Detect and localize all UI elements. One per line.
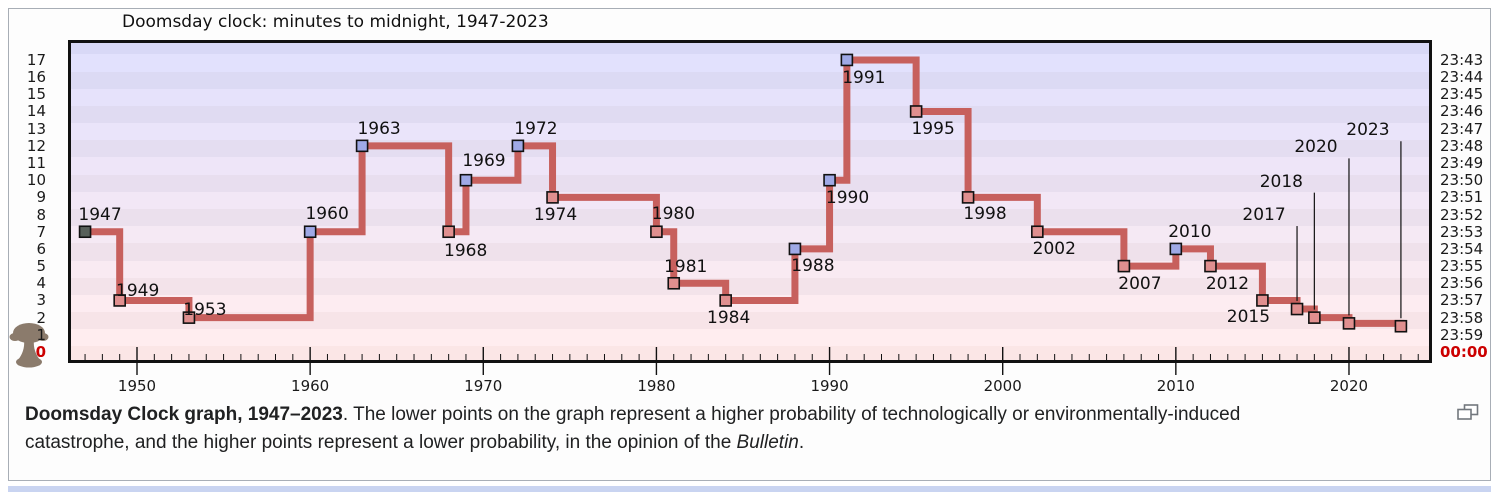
y-axis-left-label: 3 [36,291,46,310]
x-axis-label-1950: 1950 [117,377,157,395]
y-axis-left-label: 5 [36,257,46,276]
background-band [71,174,1429,193]
y-axis-right-label: 23:46 [1440,102,1484,121]
background-band [71,208,1429,227]
background-band [71,346,1429,360]
y-axis-left-label: 16 [26,68,46,87]
y-axis-left-label: 1 [36,325,46,344]
year-label-1968: 1968 [444,240,488,261]
y-axis-right-label: 23:51 [1440,188,1484,207]
background-band [71,71,1429,90]
year-label-1949: 1949 [116,281,160,302]
y-axis-right-label: 23:43 [1440,50,1484,69]
background-band [71,123,1429,141]
y-axis-right-label: 23:59 [1440,325,1484,344]
y-axis-left-label: 14 [26,102,46,121]
y-axis-right-label: 23:47 [1440,119,1484,138]
y-axis-right-label: 23:54 [1440,239,1484,258]
y-axis-left-label: 10 [26,171,46,190]
y-axis-left-label: 0 [35,343,46,361]
year-label-2017: 2017 [1242,205,1286,226]
y-axis-right-label: 00:00 [1440,343,1488,361]
y-axis-left-label: 12 [26,136,46,155]
x-axis-label-1990: 1990 [810,377,849,395]
y-axis-right-label: 23:44 [1440,68,1484,87]
y-axis-right-label: 23:52 [1440,205,1484,224]
year-label-1953: 1953 [183,299,227,320]
y-axis-left-label: 9 [36,188,46,207]
background-band [71,243,1429,262]
y-axis-left-label: 8 [36,205,46,224]
y-axis-right-label: 23:49 [1440,154,1484,173]
y-axis-right-label: 23:45 [1440,85,1484,104]
x-axis-label-1970: 1970 [464,377,503,395]
background-band [71,43,1429,55]
year-label-1990: 1990 [825,188,870,209]
background-band [71,88,1429,107]
y-axis-left-label: 7 [36,222,46,241]
y-axis-right-label: 23:58 [1440,308,1484,327]
y-axis-left-label: 13 [26,119,46,138]
background-band [71,54,1429,73]
navbox-top-strip [8,486,1491,492]
caption-italic-text: Bulletin [736,432,799,453]
x-axis-label-2000: 2000 [983,377,1022,395]
year-label-2023: 2023 [1346,120,1390,141]
background-band [71,191,1429,210]
year-label-1960: 1960 [305,203,349,224]
chart-title: Doomsday clock: minutes to midnight, 194… [122,12,549,32]
y-axis-left-label: 15 [26,85,46,104]
y-axis-left-label: 6 [36,239,46,258]
y-axis-right-label: 23:56 [1440,274,1484,293]
year-label-2018: 2018 [1259,171,1303,192]
figure-caption: Doomsday Clock graph, 1947–2023. The low… [25,401,1293,457]
year-label-1998: 1998 [963,204,1007,225]
background-band [71,226,1429,244]
year-label-1988: 1988 [791,255,835,276]
y-axis-left-label: 2 [36,308,46,327]
year-label-2020: 2020 [1294,137,1338,158]
mushroom-cloud-icon [9,323,49,368]
x-axis-label-2010: 2010 [1156,377,1195,395]
y-axis-left-label: 11 [26,154,46,173]
y-axis-right-label: 23:55 [1440,257,1484,276]
caption-body-text: . The lower points on the graph represen… [25,404,1241,453]
y-axis-left-label: 17 [26,50,46,69]
year-label-1984: 1984 [707,308,751,329]
year-label-1995: 1995 [911,119,955,140]
year-label-1969: 1969 [462,151,506,172]
year-label-2015: 2015 [1226,307,1271,328]
year-label-2012: 2012 [1205,274,1250,295]
year-label-1963: 1963 [357,118,401,139]
year-label-1947: 1947 [78,204,122,225]
y-axis-right-label: 23:50 [1440,171,1484,190]
year-label-1991: 1991 [842,67,886,88]
year-label-2010: 2010 [1168,221,1212,242]
background-band [71,140,1429,159]
x-axis-label-1980: 1980 [637,377,676,395]
y-axis-right-label: 23:48 [1440,136,1484,155]
year-label-1974: 1974 [533,205,578,226]
x-axis-label-1960: 1960 [291,377,330,395]
year-label-2002: 2002 [1032,238,1076,259]
year-label-2007: 2007 [1118,274,1162,295]
year-label-1972: 1972 [514,118,558,139]
x-axis-label-2020: 2020 [1329,377,1369,395]
background-band [71,105,1429,124]
y-axis-right-label: 23:57 [1440,291,1484,310]
enlarge-icon[interactable] [1457,404,1479,421]
year-label-1980: 1980 [651,203,696,224]
y-axis-left-label: 4 [36,274,46,293]
caption-bold-text: Doomsday Clock graph, 1947–2023 [25,404,343,425]
background-band [71,157,1429,176]
caption-period: . [798,432,805,453]
y-axis-right-label: 23:53 [1440,222,1484,241]
background-band [71,329,1429,347]
year-label-1981: 1981 [664,257,708,278]
